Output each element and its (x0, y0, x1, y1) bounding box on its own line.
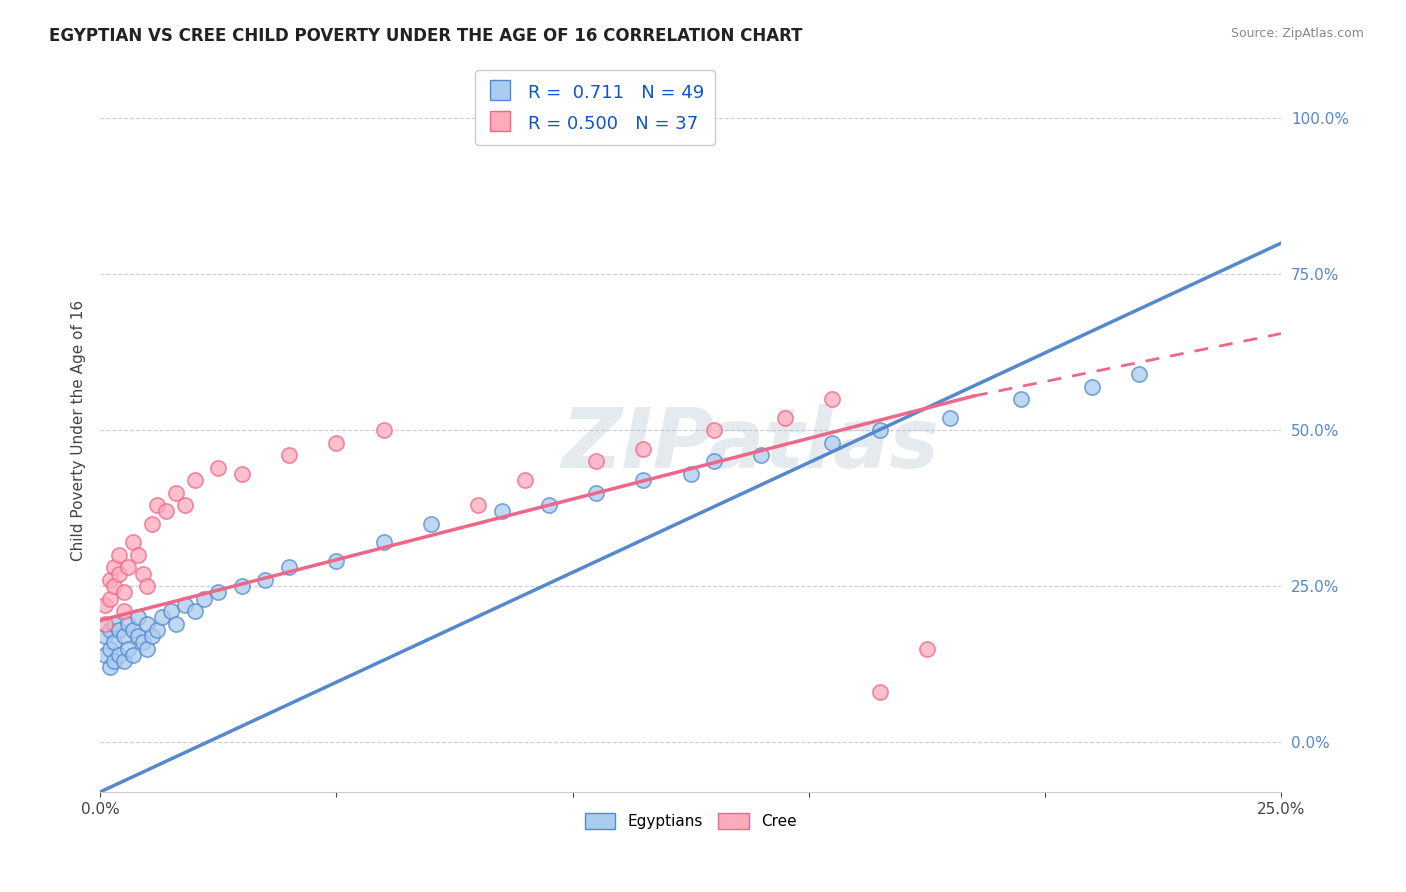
Point (103, 560, 125, 574)
Point (373, 423, 395, 437)
Point (703, 423, 725, 437)
Point (585, 454, 607, 468)
Point (1010, 392, 1032, 406)
Point (183, 473, 205, 487)
Point (112, 604, 135, 618)
Point (131, 566, 153, 581)
Point (98, 591, 121, 606)
Point (915, 641, 938, 656)
Point (231, 579, 253, 593)
Point (98, 623, 121, 637)
Point (94, 629, 117, 643)
Point (94, 598, 117, 612)
Point (278, 560, 301, 574)
Point (773, 410, 796, 425)
Point (112, 629, 135, 643)
Point (117, 616, 139, 631)
Point (679, 112, 702, 126)
Point (207, 585, 229, 599)
Point (193, 591, 215, 606)
Point (146, 498, 169, 512)
Point (136, 641, 159, 656)
Point (98, 660, 121, 674)
Point (207, 460, 229, 475)
Point (1128, 367, 1150, 381)
Point (174, 598, 197, 612)
Point (155, 504, 177, 518)
Point (122, 535, 145, 549)
Point (821, 435, 844, 450)
Point (869, 685, 891, 699)
Point (127, 610, 149, 624)
Point (633, 473, 655, 487)
Point (821, 392, 844, 406)
Point (112, 585, 135, 599)
Point (141, 516, 163, 531)
Point (122, 648, 145, 662)
Point (419, 516, 441, 531)
Point (136, 616, 159, 631)
Point (231, 467, 253, 481)
Legend: Egyptians, Cree: Egyptians, Cree (579, 806, 803, 835)
Text: EGYPTIAN VS CREE CHILD POVERTY UNDER THE AGE OF 16 CORRELATION CHART: EGYPTIAN VS CREE CHILD POVERTY UNDER THE… (49, 27, 803, 45)
Point (112, 654, 135, 668)
Point (491, 504, 513, 518)
Point (869, 423, 891, 437)
Text: Source: ZipAtlas.com: Source: ZipAtlas.com (1230, 27, 1364, 40)
Point (160, 604, 183, 618)
Point (703, 454, 725, 468)
Point (103, 654, 125, 668)
Point (183, 604, 205, 618)
Point (467, 498, 489, 512)
Point (679, 467, 702, 481)
Point (103, 579, 125, 593)
Point (679, 118, 702, 132)
Point (939, 410, 962, 425)
Point (103, 635, 125, 649)
Point (127, 548, 149, 562)
Point (108, 648, 131, 662)
Point (117, 641, 139, 656)
Y-axis label: Child Poverty Under the Age of 16: Child Poverty Under the Age of 16 (72, 300, 86, 561)
Point (150, 610, 173, 624)
Point (146, 623, 169, 637)
Point (108, 623, 131, 637)
Point (537, 498, 560, 512)
Point (108, 548, 131, 562)
Point (325, 435, 347, 450)
Point (325, 554, 347, 568)
Point (108, 566, 131, 581)
Point (98, 573, 121, 587)
Point (1081, 379, 1104, 393)
Point (174, 498, 197, 512)
Point (633, 442, 655, 456)
Point (165, 616, 187, 631)
Point (127, 629, 149, 643)
Point (373, 535, 395, 549)
Point (98, 641, 121, 656)
Point (122, 623, 145, 637)
Point (165, 485, 187, 500)
Point (117, 560, 139, 574)
Point (103, 616, 125, 631)
Point (751, 448, 773, 462)
Point (141, 629, 163, 643)
Point (278, 448, 301, 462)
Point (94, 616, 117, 631)
Text: ZIPatlas: ZIPatlas (561, 404, 939, 485)
Point (254, 573, 277, 587)
Point (94, 648, 117, 662)
Point (585, 485, 607, 500)
Point (131, 635, 153, 649)
Point (136, 579, 159, 593)
Point (515, 473, 537, 487)
